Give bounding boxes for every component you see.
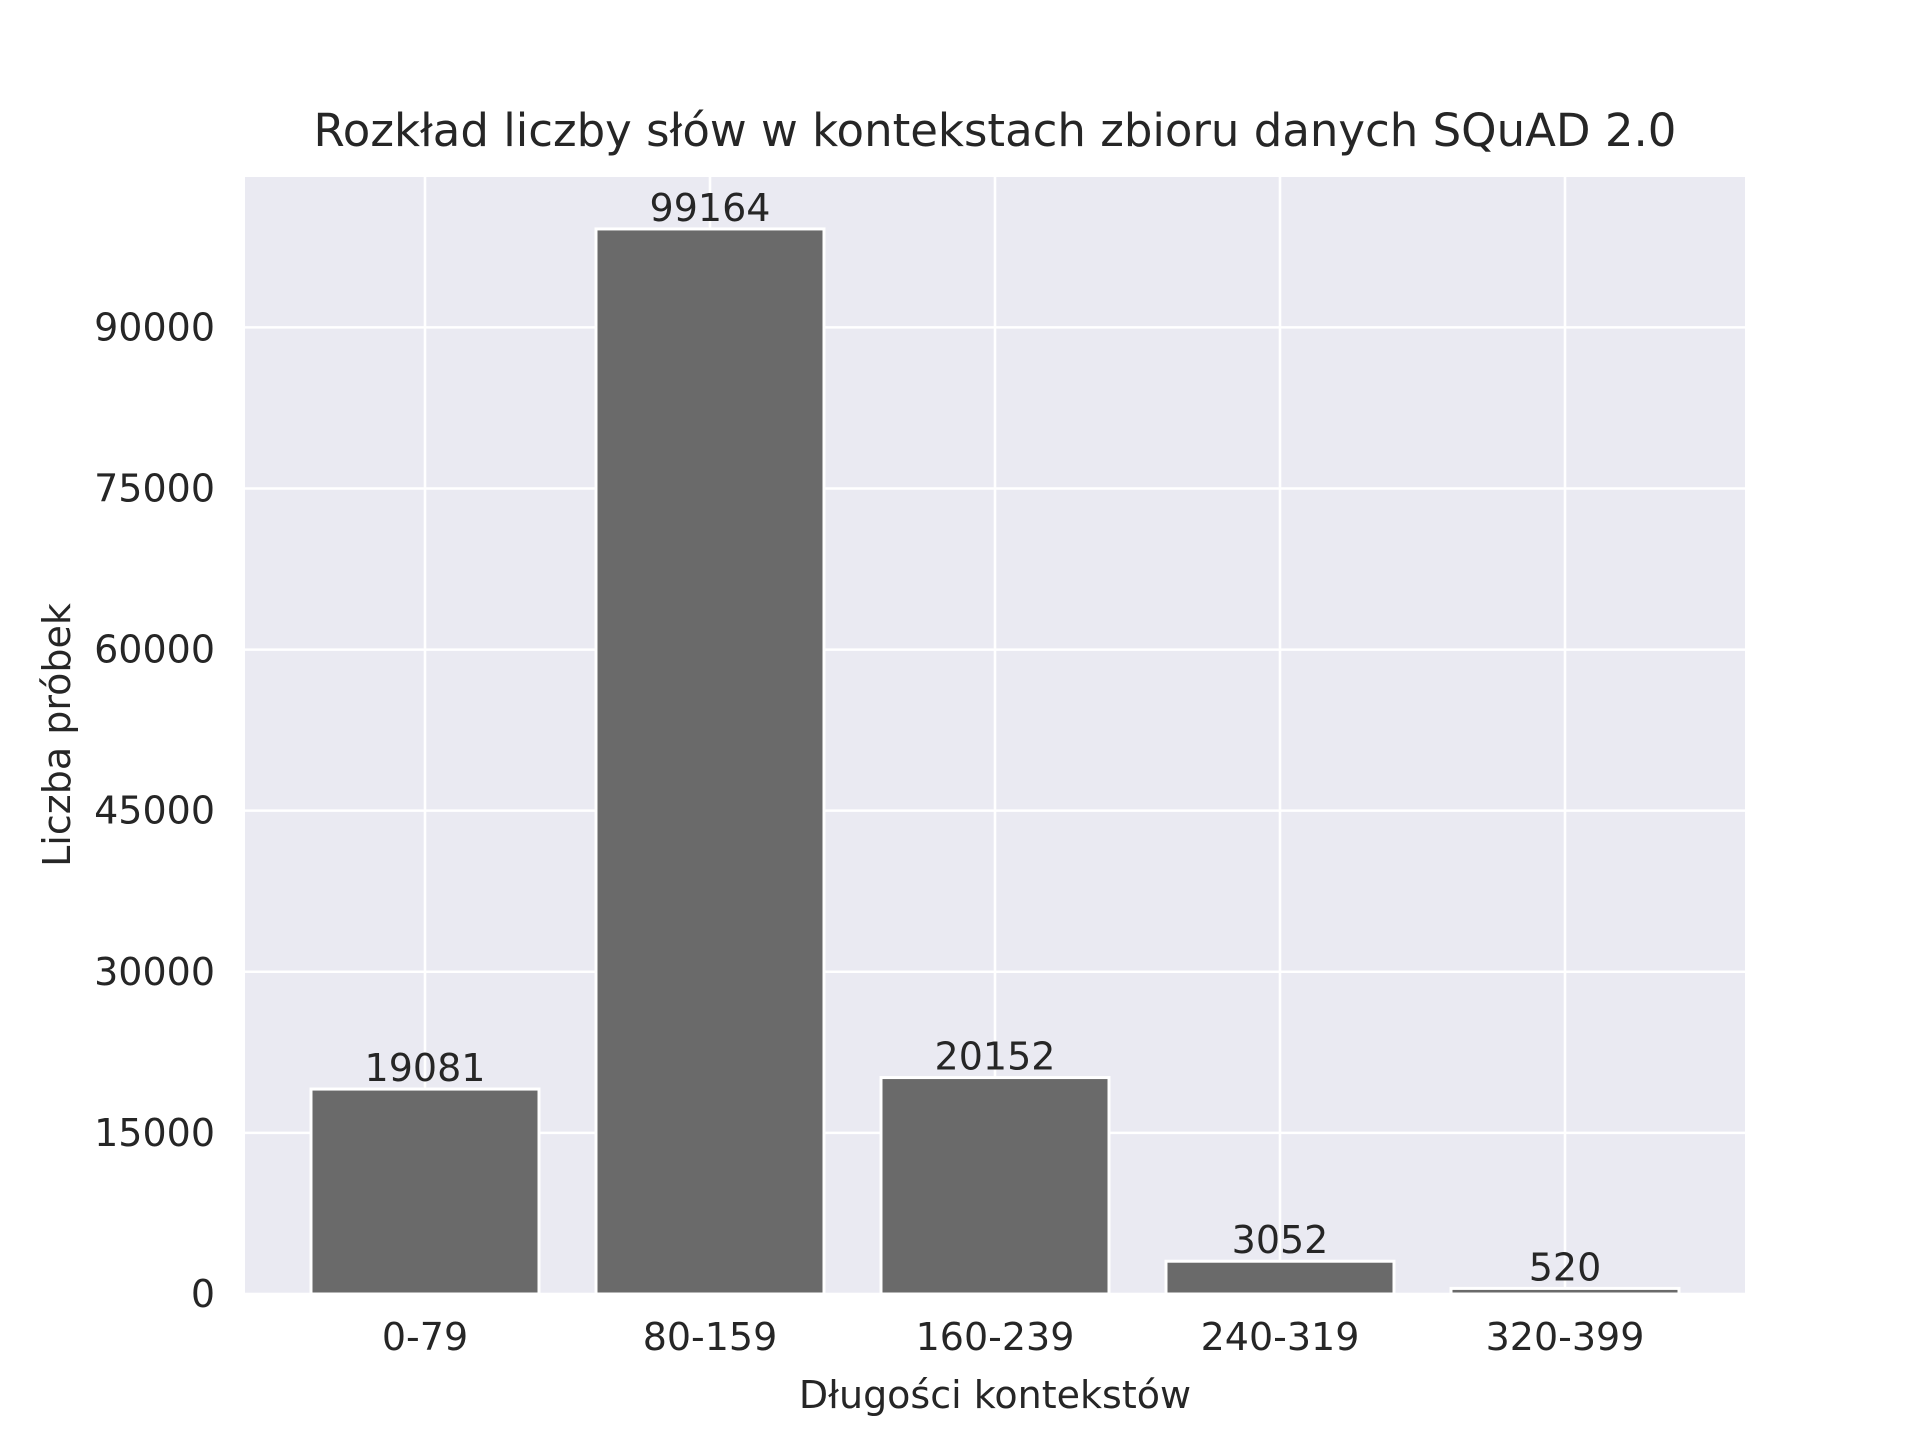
- data-labels: 19081 99164 20152 3052 520: [365, 186, 1602, 1289]
- x-tick-label: 160-239: [916, 1315, 1075, 1359]
- y-tick-label: 0: [191, 1272, 215, 1316]
- x-tick-label: 240-319: [1201, 1315, 1360, 1359]
- y-tick-labels: 0 15000 30000 45000 60000 75000 90000: [94, 305, 215, 1316]
- bar-320-399: [1449, 1286, 1681, 1296]
- data-label: 99164: [650, 186, 771, 230]
- y-tick-label: 45000: [94, 789, 215, 833]
- y-tick-label: 75000: [94, 466, 215, 510]
- y-tick-label: 30000: [94, 950, 215, 994]
- data-label: 19081: [365, 1046, 486, 1090]
- y-tick-label: 90000: [94, 305, 215, 349]
- x-axis-label: Długości kontekstów: [799, 1373, 1191, 1417]
- y-tick-label: 15000: [94, 1111, 215, 1155]
- chart-title: Rozkład liczby słów w kontekstach zbioru…: [314, 104, 1677, 157]
- data-label: 20152: [935, 1035, 1056, 1079]
- y-axis-label: Liczba próbek: [35, 603, 79, 867]
- bars: [309, 227, 1681, 1296]
- x-tick-label: 0-79: [382, 1315, 468, 1359]
- x-tick-label: 80-159: [643, 1315, 778, 1359]
- bar-240-319: [1164, 1259, 1396, 1296]
- data-label: 3052: [1232, 1218, 1329, 1262]
- data-label: 520: [1529, 1245, 1602, 1289]
- x-tick-label: 320-399: [1486, 1315, 1645, 1359]
- x-tick-labels: 0-79 80-159 160-239 240-319 320-399: [382, 1315, 1645, 1359]
- bar-160-239: [879, 1076, 1111, 1296]
- y-tick-label: 60000: [94, 628, 215, 672]
- bar-0-79: [309, 1087, 541, 1296]
- bar-80-159: [594, 227, 826, 1296]
